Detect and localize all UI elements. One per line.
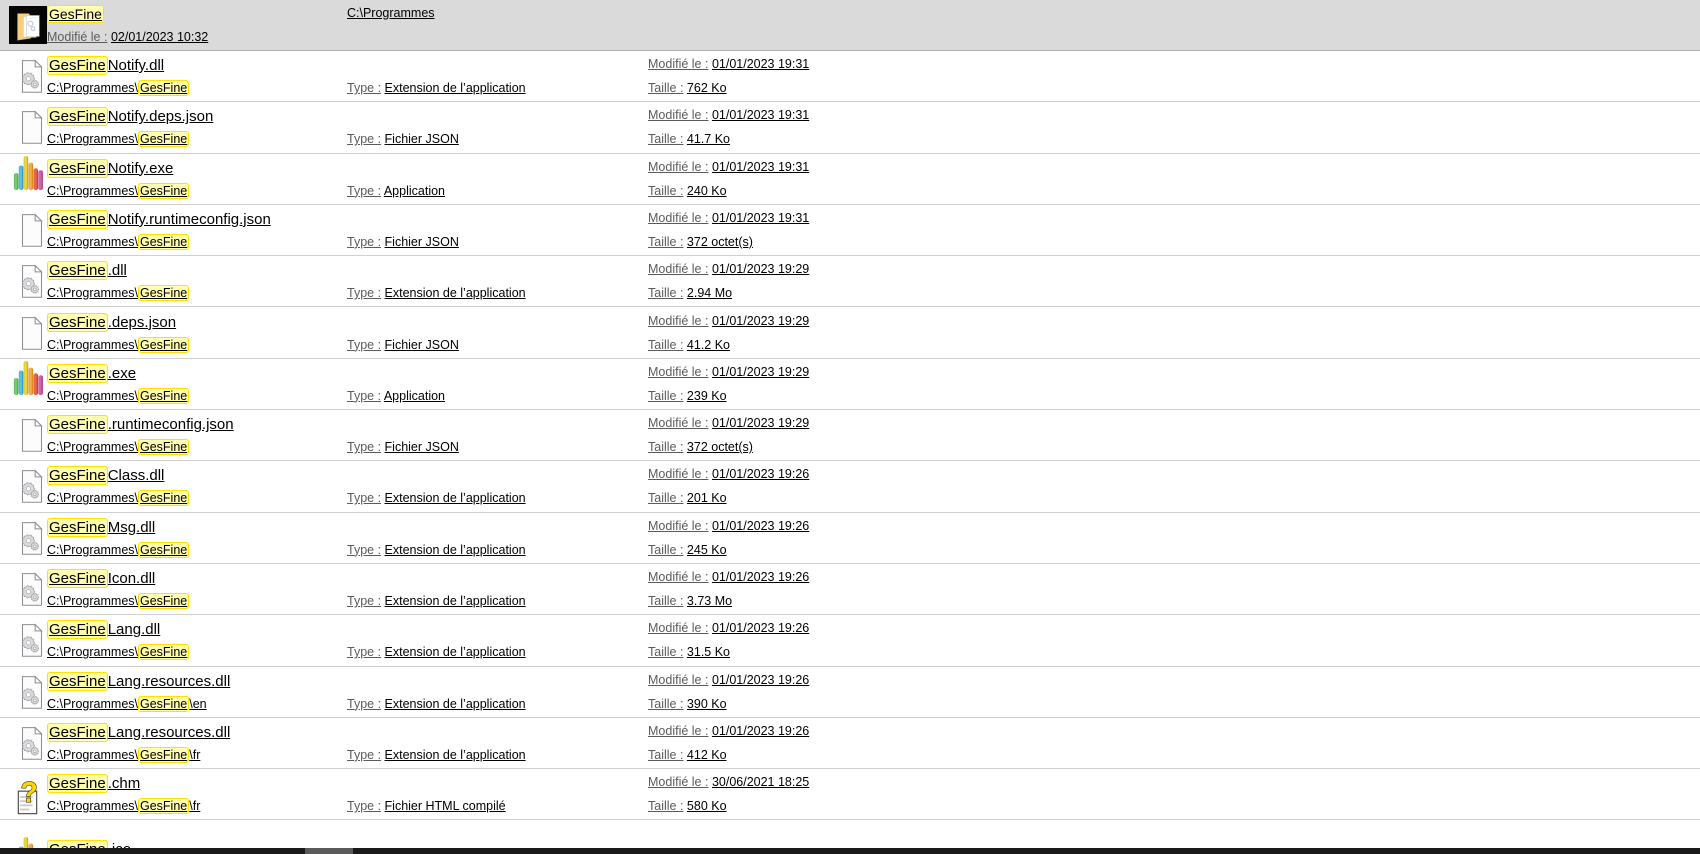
svg-text:?: ? — [21, 777, 38, 809]
